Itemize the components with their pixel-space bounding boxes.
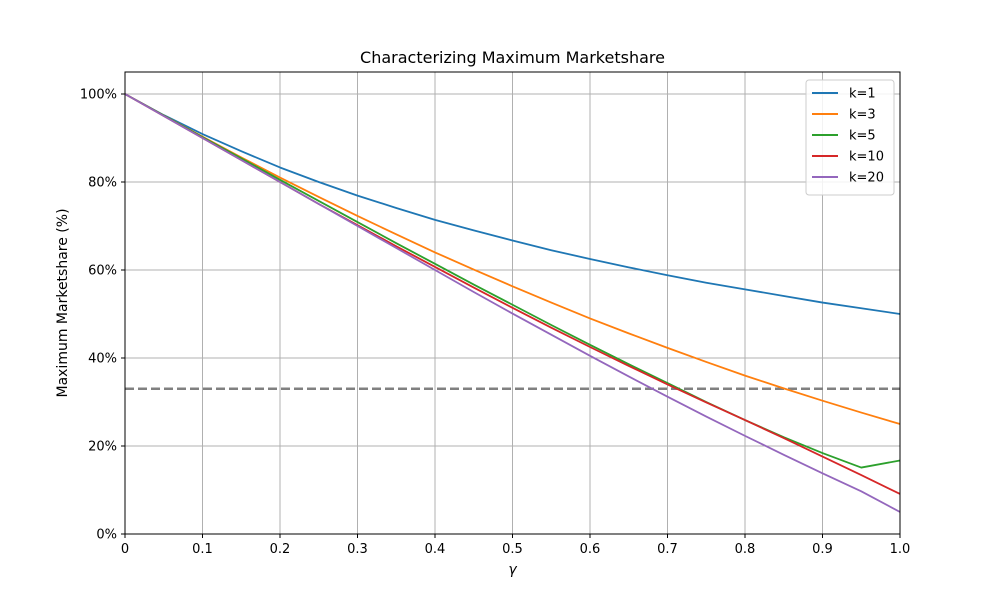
x-tick-label-1: 0.1 bbox=[192, 542, 213, 557]
x-tick-label-9: 0.9 bbox=[812, 542, 833, 557]
y-tick-label-2: 40% bbox=[88, 352, 117, 367]
legend-label-k-20: k=20 bbox=[849, 171, 884, 186]
legend-label-k-1: k=1 bbox=[849, 87, 876, 102]
x-tick-label-10: 1.0 bbox=[890, 542, 911, 557]
x-tick-label-7: 0.7 bbox=[657, 542, 678, 557]
series-line-k-20 bbox=[124, 93, 901, 513]
y-tick-label-0: 0% bbox=[96, 528, 117, 543]
chart-title: Characterizing Maximum Marketshare bbox=[360, 48, 665, 67]
legend-label-k-10: k=10 bbox=[849, 150, 884, 165]
x-tick-label-2: 0.2 bbox=[270, 542, 291, 557]
x-tick-label-0: 0 bbox=[121, 542, 129, 557]
y-tick-label-5: 100% bbox=[80, 88, 117, 103]
y-axis-label: Maximum Marketshare (%) bbox=[55, 208, 71, 397]
legend-box bbox=[805, 79, 895, 196]
x-tick-label-5: 0.5 bbox=[502, 542, 523, 557]
series-line-k-3 bbox=[124, 93, 901, 425]
x-tick-label-3: 0.3 bbox=[347, 542, 368, 557]
legend: k=1 k=3 k=5 k=10 k=20 bbox=[805, 79, 895, 196]
x-tick-label-8: 0.8 bbox=[735, 542, 756, 557]
x-tick-label-6: 0.6 bbox=[580, 542, 601, 557]
legend-label-k-5: k=5 bbox=[849, 129, 876, 144]
x-tick-label-4: 0.4 bbox=[425, 542, 446, 557]
y-tick-label-3: 60% bbox=[88, 264, 117, 279]
legend-label-k-3: k=3 bbox=[849, 108, 876, 123]
series-line-k-1 bbox=[124, 93, 901, 315]
y-tick-label-1: 20% bbox=[88, 440, 117, 455]
x-axis-label: γ bbox=[508, 562, 517, 578]
series-layer bbox=[124, 93, 901, 513]
ticks: 0 0.1 0.2 0.3 0.4 0.5 0.6 0.7 0.8 0.9 1.0 0% 20% 40% 6… bbox=[80, 88, 911, 558]
y-tick-label-4: 80% bbox=[88, 176, 117, 191]
